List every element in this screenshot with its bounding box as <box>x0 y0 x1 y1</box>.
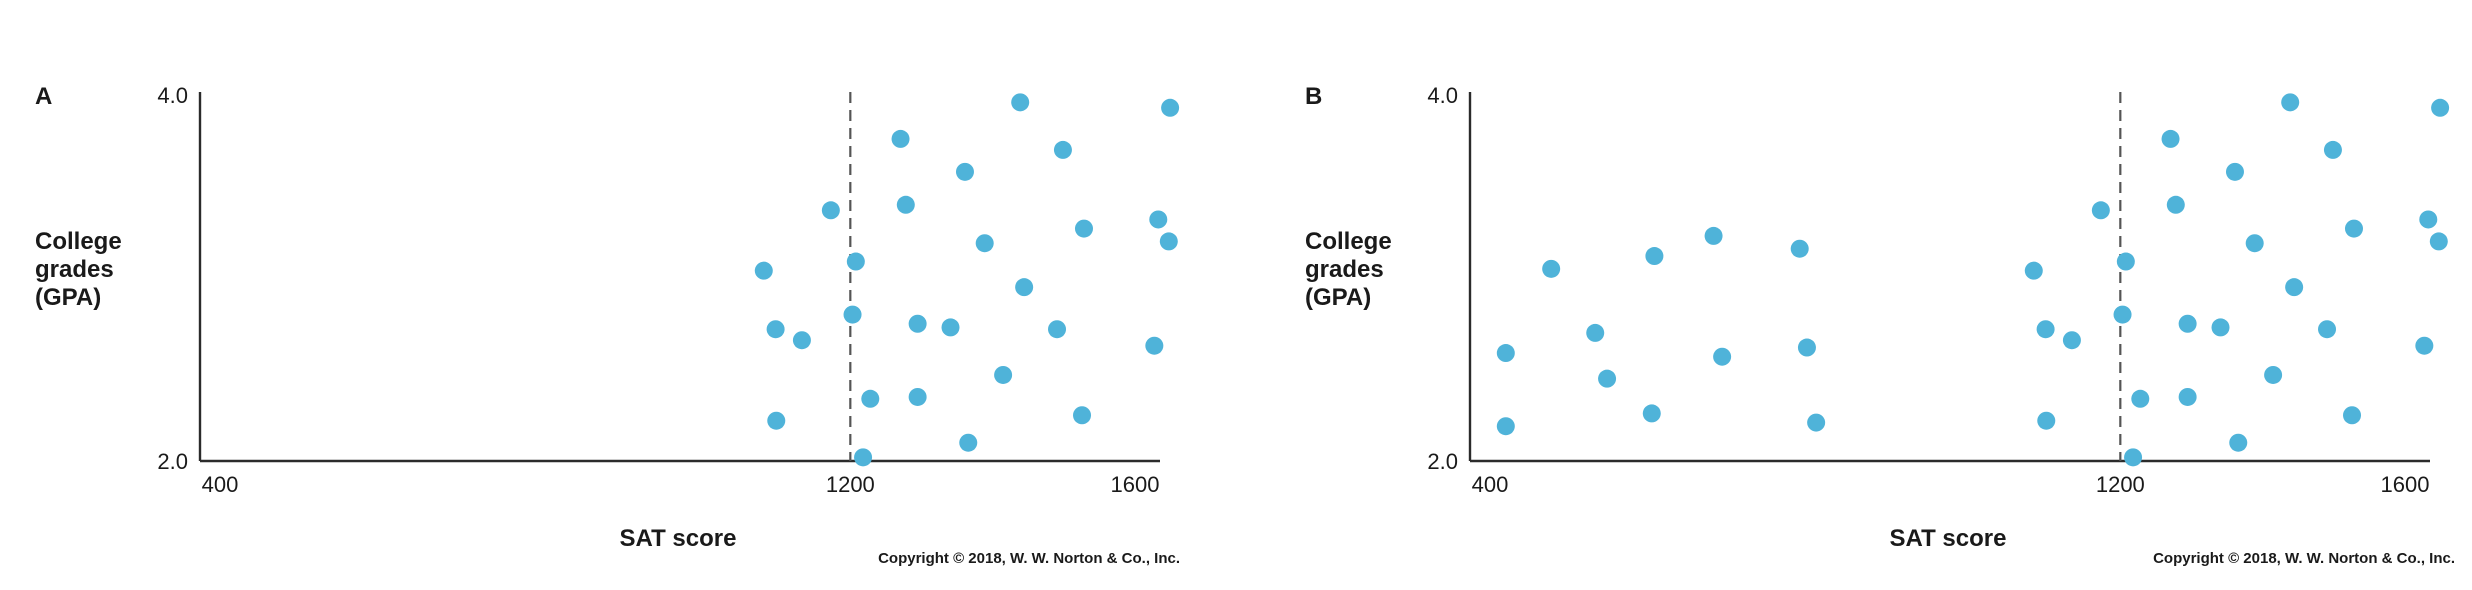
data-point <box>1145 336 1164 355</box>
x-axis-label: SAT score <box>1890 525 2007 552</box>
data-point <box>896 195 915 214</box>
data-point <box>1496 344 1515 363</box>
data-point <box>2419 210 2438 229</box>
data-point <box>1713 347 1732 366</box>
x-tick-label: 1600 <box>2381 472 2430 497</box>
data-point <box>821 201 840 220</box>
data-point <box>2124 448 2143 467</box>
data-point <box>792 331 811 350</box>
data-point <box>908 314 927 333</box>
data-point <box>2036 320 2055 339</box>
data-point <box>2429 232 2448 251</box>
data-point <box>854 448 873 467</box>
data-point <box>843 305 862 324</box>
data-point <box>2415 336 2434 355</box>
data-point <box>2229 433 2248 452</box>
data-point <box>767 411 786 430</box>
data-point <box>959 433 978 452</box>
data-point <box>2318 320 2337 339</box>
data-point <box>1704 226 1723 245</box>
data-point <box>1073 406 1092 425</box>
data-point <box>2161 129 2180 148</box>
data-point <box>2166 195 2185 214</box>
data-point <box>975 234 994 253</box>
data-point <box>2285 278 2304 297</box>
y-axis-label-line: grades <box>35 256 114 283</box>
y-axis-label-line: College <box>35 228 122 255</box>
data-point <box>2281 93 2300 112</box>
data-point <box>766 320 785 339</box>
data-point <box>2116 252 2135 271</box>
y-axis-label-line: (GPA) <box>35 284 101 311</box>
data-point <box>1074 219 1093 238</box>
data-point <box>2264 365 2283 384</box>
data-point <box>1015 278 1034 297</box>
data-point <box>2024 261 2043 280</box>
copyright-notice: Copyright © 2018, W. W. Norton & Co., In… <box>2153 550 2455 567</box>
data-point <box>2343 406 2362 425</box>
data-point <box>891 129 910 148</box>
data-point <box>1159 232 1178 251</box>
x-tick-label: 400 <box>1472 472 1509 497</box>
data-point <box>2178 314 2197 333</box>
data-point <box>846 252 865 271</box>
data-point <box>2431 98 2450 117</box>
data-point <box>1542 259 1561 278</box>
data-point <box>2113 305 2132 324</box>
data-point <box>2062 331 2081 350</box>
x-tick-label: 400 <box>202 472 239 497</box>
y-axis-label-line: grades <box>1305 256 1384 283</box>
data-point <box>1161 98 1180 117</box>
x-tick-label: 1600 <box>1111 472 1160 497</box>
data-point <box>2178 387 2197 406</box>
copyright-notice: Copyright © 2018, W. W. Norton & Co., In… <box>878 550 1180 567</box>
data-point <box>1642 404 1661 423</box>
data-point <box>2211 318 2230 337</box>
data-point <box>1011 93 1030 112</box>
data-point <box>1645 247 1664 266</box>
data-point <box>754 261 773 280</box>
data-point <box>1048 320 1067 339</box>
panel-letter: A <box>35 83 52 110</box>
y-tick-label: 2.0 <box>1427 449 1458 474</box>
data-point <box>1790 239 1809 258</box>
panel-letter: B <box>1305 83 1322 110</box>
data-point <box>861 389 880 408</box>
data-point <box>2037 411 2056 430</box>
data-point <box>994 365 1013 384</box>
data-point <box>2091 201 2110 220</box>
data-point <box>2323 140 2342 159</box>
data-point <box>2344 219 2363 238</box>
data-point <box>1586 323 1605 342</box>
data-point <box>1598 369 1617 388</box>
data-point <box>908 387 927 406</box>
data-point <box>1149 210 1168 229</box>
y-tick-label: 4.0 <box>1427 83 1458 108</box>
data-point <box>941 318 960 337</box>
x-axis-label: SAT score <box>620 525 737 552</box>
data-point <box>1496 417 1515 436</box>
data-point <box>2131 389 2150 408</box>
data-point <box>1797 338 1816 357</box>
y-axis-label-line: College <box>1305 228 1392 255</box>
data-point <box>2245 234 2264 253</box>
y-tick-label: 2.0 <box>157 449 188 474</box>
y-tick-label: 4.0 <box>157 83 188 108</box>
x-tick-label: 1200 <box>2096 472 2145 497</box>
data-point <box>955 162 974 181</box>
data-point <box>2225 162 2244 181</box>
x-tick-label: 1200 <box>826 472 875 497</box>
data-point <box>1807 413 1826 432</box>
data-point <box>1053 140 1072 159</box>
y-axis-label-line: (GPA) <box>1305 284 1371 311</box>
